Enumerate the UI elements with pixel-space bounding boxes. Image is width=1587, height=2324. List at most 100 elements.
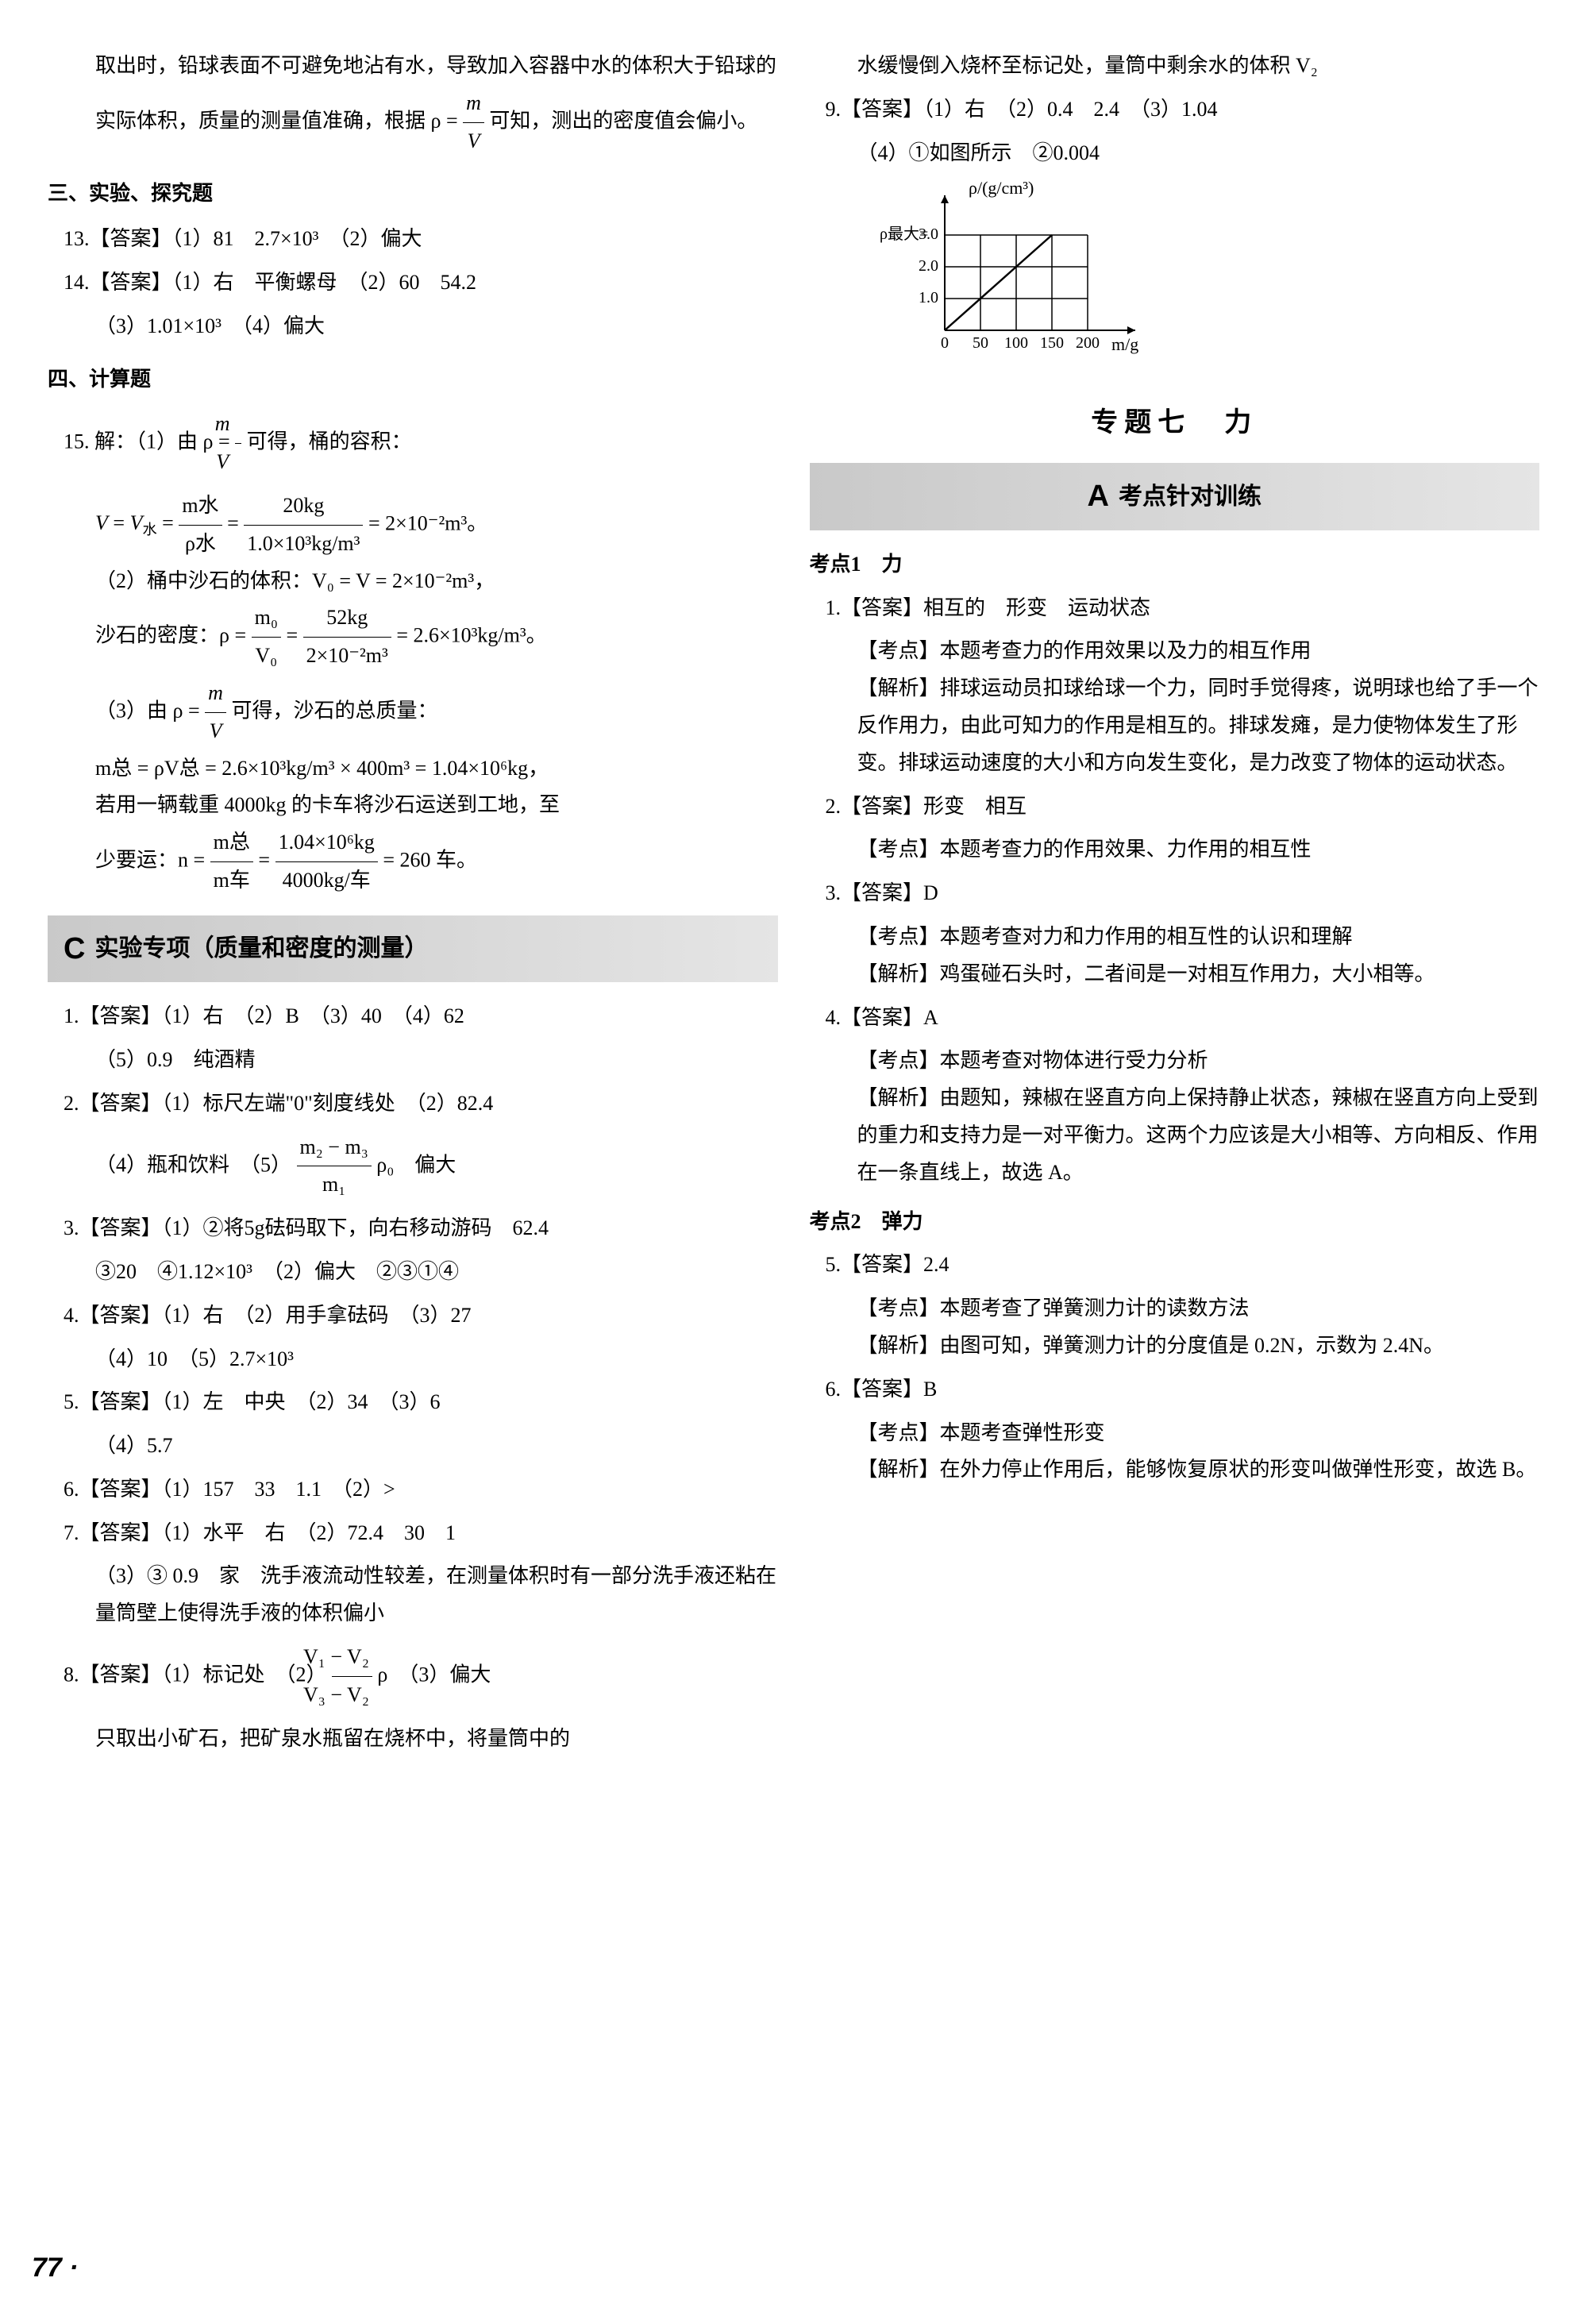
c4b: （4）10 （5）2.7×10³: [95, 1341, 778, 1378]
banner-c-text: 实验专项（质量和密度的测量）: [94, 927, 428, 970]
r6c: 【解析】在外力停止作用后，能够恢复原状的形变叫做弹性形变，故选 B。: [857, 1451, 1540, 1489]
c5a: 5.【答案】（1）左 中央 （2）34 （3）6: [64, 1384, 778, 1421]
banner-a: A 考点针对训练: [810, 463, 1540, 530]
q15-n-res: = 260 车。: [383, 848, 477, 871]
c1b: （5）0.9 纯酒精: [95, 1042, 778, 1079]
frac-den: 1.0×10³kg/m³: [244, 526, 363, 563]
r3c: 【解析】鸡蛋碰石头时，二者间是一对相互作用力，大小相等。: [857, 956, 1540, 993]
q15-3: （3）由 ρ = mV 可得，沙石的总质量：: [95, 675, 778, 750]
r5a: 5.【答案】2.4: [826, 1247, 1540, 1284]
c8a-tail: ρ （3）偏大: [377, 1663, 491, 1686]
q9a: 9.【答案】（1）右 （2）0.4 2.4 （3）1.04: [826, 91, 1540, 129]
c2a: 2.【答案】（1）标尺左端"0"刻度线处 （2）82.4: [64, 1085, 778, 1123]
q15-rho-res: = 2.6×10³kg/m³。: [396, 624, 546, 647]
q15-2: （2）桶中沙石的体积：V₀ = V = 2×10⁻²m³，: [95, 563, 778, 600]
r3a: 3.【答案】D: [826, 875, 1540, 912]
right-column: 水缓慢倒入烧杯至标记处，量筒中剩余水的体积 V₂ 9.【答案】（1）右 （2）0…: [810, 48, 1540, 1757]
kp1-heading: 考点1 力: [810, 546, 1540, 584]
frac-den: V₀: [252, 638, 281, 675]
c4a: 4.【答案】（1）右 （2）用手拿砝码 （3）27: [64, 1297, 778, 1335]
xtick: 50: [973, 334, 988, 352]
frac-den: 2×10⁻²m³: [303, 638, 391, 675]
ylabel: ρ/(g/cm³): [969, 179, 1034, 198]
r1b: 【考点】本题考查力的作用效果以及力的相互作用: [857, 633, 1540, 670]
c3b: ③20 ④1.12×10³ （2）偏大 ②③①④: [95, 1254, 778, 1291]
r2a: 2.【答案】形变 相互: [826, 788, 1540, 826]
right-cont: 水缓慢倒入烧杯至标记处，量筒中剩余水的体积 V₂: [857, 48, 1540, 85]
r4b: 【考点】本题考查对物体进行受力分析: [857, 1043, 1540, 1080]
left-column: 取出时，铅球表面不可避免地沾有水，导致加入容器中水的体积大于铅球的实际体积，质量…: [48, 48, 778, 1757]
q15-rho-lead: 沙石的密度：ρ =: [95, 624, 252, 647]
c6: 6.【答案】（1）157 33 1.1 （2）>: [64, 1471, 778, 1509]
q15-line1: 15. 解：（1）由 ρ = mV 可得，桶的容积：: [64, 406, 778, 481]
intro-text: 取出时，铅球表面不可避免地沾有水，导致加入容器中水的体积大于铅球的实际体积，质量…: [95, 48, 778, 160]
xtick: 100: [1004, 334, 1028, 352]
q9b: （4）①如图所示 ②0.004: [857, 135, 1540, 172]
chart-svg: 1.0 2.0 3.0 ρ最大= 0 50 100 150 200 ρ/(g/c…: [873, 179, 1159, 370]
page: 取出时，铅球表面不可避免地沾有水，导致加入容器中水的体积大于铅球的实际体积，质量…: [0, 48, 1587, 1757]
q15-rho: 沙石的密度：ρ = m₀ V₀ = 52kg 2×10⁻²m³ = 2.6×10…: [95, 599, 778, 675]
r3b: 【考点】本题考查对力和力作用的相互性的认识和理解: [857, 919, 1540, 956]
c8a-lead: 8.【答案】（1）标记处 （2）: [64, 1663, 327, 1686]
page-number: 77 ·: [32, 2244, 79, 2292]
q15-3-tail: 可得，沙石的总质量：: [231, 699, 437, 722]
c2b-lead: （4）瓶和饮料 （5）: [95, 1153, 291, 1176]
q15-v-lhs: V = V水 =: [95, 511, 179, 534]
r4c: 【解析】由题知，辣椒在竖直方向上保持静止状态，辣椒在竖直方向上受到的重力和支持力…: [857, 1080, 1540, 1191]
frac-den: m₁: [297, 1166, 372, 1204]
section-3-heading: 三、实验、探究题: [48, 175, 778, 213]
q15-v: V = V水 = m水 ρ水 = 20kg 1.0×10³kg/m³ = 2×1…: [95, 488, 778, 563]
banner-c: C 实验专项（质量和密度的测量）: [48, 915, 778, 982]
frac-num: m₂ − m₃: [297, 1129, 372, 1167]
r4a: 4.【答案】A: [826, 1000, 1540, 1037]
q15-v-res: = 2×10⁻²m³。: [368, 511, 487, 534]
q15-tail: 可得，桶的容积：: [247, 430, 412, 453]
xtick: 150: [1040, 334, 1064, 352]
ytick: 1.0: [919, 289, 938, 306]
xtick: 0: [941, 334, 949, 352]
r6b: 【考点】本题考查弹性形变: [857, 1415, 1540, 1452]
c5b: （4）5.7: [95, 1428, 778, 1465]
r5b: 【考点】本题考查了弹簧测力计的读数方法: [857, 1290, 1540, 1328]
frac-den: ρ水: [179, 526, 221, 563]
r2b: 【考点】本题考查力的作用效果、力作用的相互性: [857, 831, 1540, 869]
section-4-heading: 四、计算题: [48, 361, 778, 399]
xtick: 200: [1076, 334, 1100, 352]
q15-lead: 15. 解：（1）由: [64, 430, 198, 453]
q14b: （3）1.01×10³ （4）偏大: [95, 308, 778, 345]
r1a: 1.【答案】相互的 形变 运动状态: [826, 590, 1540, 627]
q15-n: 少要运：n = m总 m车 = 1.04×10⁶kg 4000kg/车 = 26…: [95, 824, 778, 900]
r1c: 【解析】排球运动员扣球给球一个力，同时手觉得疼，说明球也给了手一个反作用力，由此…: [857, 670, 1540, 781]
c2b-tail: ρ₀ 偏大: [376, 1153, 456, 1176]
q15-n-lead: 少要运：n =: [95, 848, 210, 871]
frac-num: 20kg: [244, 488, 363, 526]
kp2-heading: 考点2 弹力: [810, 1204, 1540, 1241]
c2b: （4）瓶和饮料 （5） m₂ − m₃ m₁ ρ₀ 偏大: [95, 1129, 778, 1204]
r6a: 6.【答案】B: [826, 1371, 1540, 1409]
frac-num: m₀: [252, 599, 281, 638]
rho-max-label: ρ最大=: [880, 225, 928, 243]
c8a: 8.【答案】（1）标记处 （2） V₁ − V₂ V₃ − V₂ ρ （3）偏大: [64, 1639, 778, 1714]
frac-num: V₁ − V₂: [332, 1639, 372, 1677]
q15-m: m总 = ρV总 = 2.6×10³kg/m³ × 400m³ = 1.04×1…: [95, 750, 778, 788]
banner-c-letter: C: [64, 922, 85, 976]
q13: 13.【答案】（1）81 2.7×10³ （2）偏大: [64, 221, 778, 258]
banner-a-text: 考点针对训练: [1119, 476, 1262, 518]
frac-den: m车: [210, 862, 253, 900]
frac-den: V₃ − V₂: [332, 1677, 372, 1714]
c8b: 只取出小矿石，把矿泉水瓶留在烧杯中，将量筒中的: [95, 1721, 778, 1758]
eq: =: [227, 511, 244, 534]
r5c: 【解析】由图可知，弹簧测力计的分度值是 0.2N，示数为 2.4N。: [857, 1328, 1540, 1365]
q15-3-lead: （3）由: [95, 699, 168, 722]
frac-num: 52kg: [303, 599, 391, 638]
c1a: 1.【答案】（1）右 （2）B （3）40 （4）62: [64, 998, 778, 1035]
xlabel: m/g: [1111, 334, 1138, 354]
topic-7-title: 专题七 力: [810, 399, 1540, 447]
frac-den: 4000kg/车: [275, 862, 378, 900]
density-chart: 1.0 2.0 3.0 ρ最大= 0 50 100 150 200 ρ/(g/c…: [873, 179, 1540, 383]
c3a: 3.【答案】（1）②将5g砝码取下，向右移动游码 62.4: [64, 1210, 778, 1247]
q14a: 14.【答案】（1）右 平衡螺母 （2）60 54.2: [64, 264, 778, 302]
banner-a-letter: A: [1088, 469, 1109, 523]
q15-truck: 若用一辆载重 4000kg 的卡车将沙石运送到工地，至: [95, 787, 778, 824]
c7a: 7.【答案】（1）水平 右 （2）72.4 30 1: [64, 1515, 778, 1552]
